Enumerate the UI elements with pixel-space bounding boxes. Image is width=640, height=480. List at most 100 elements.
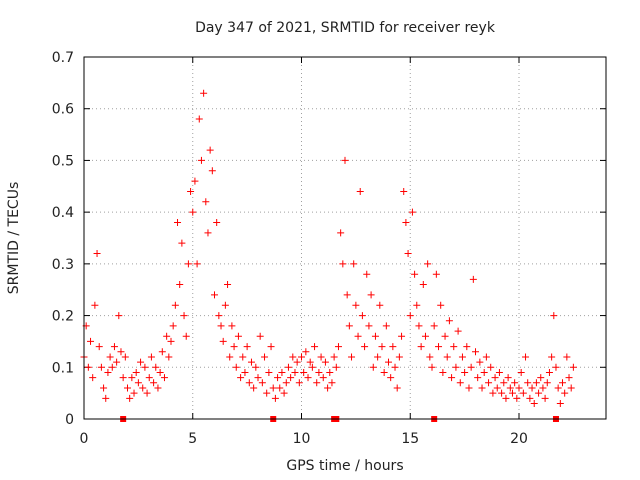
- data-point: [339, 260, 347, 268]
- data-point: [419, 281, 427, 289]
- data-point: [163, 332, 171, 340]
- data-point: [354, 332, 362, 340]
- data-point: [324, 384, 332, 392]
- data-point: [393, 384, 401, 392]
- data-point: [219, 337, 227, 345]
- data-point: [263, 389, 271, 397]
- data-point: [252, 363, 260, 371]
- data-point: [561, 389, 569, 397]
- data-point: [213, 218, 221, 226]
- data-point: [343, 291, 351, 299]
- data-point: [106, 353, 114, 361]
- data-point: [456, 379, 464, 387]
- data-point: [511, 379, 519, 387]
- data-point: [158, 348, 166, 356]
- data-point: [208, 167, 216, 175]
- data-point: [110, 343, 118, 351]
- data-point: [543, 379, 551, 387]
- data-point: [128, 374, 136, 382]
- data-point: [195, 115, 203, 123]
- data-point: [271, 394, 279, 402]
- data-point: [382, 322, 390, 330]
- data-point: [508, 389, 516, 397]
- data-point: [258, 379, 266, 387]
- data-point: [313, 379, 321, 387]
- data-point: [282, 379, 290, 387]
- data-point: [448, 374, 456, 382]
- data-point: [230, 343, 238, 351]
- data-point: [530, 399, 538, 407]
- data-point: [226, 353, 234, 361]
- data-point: [221, 301, 229, 309]
- data-point: [193, 260, 201, 268]
- data-point: [408, 208, 416, 216]
- x-tick-label: 10: [293, 431, 311, 447]
- x-tick-label: 0: [80, 431, 89, 447]
- chart-title: Day 347 of 2021, SRMTID for receiver rey…: [195, 20, 496, 36]
- data-point: [480, 368, 488, 376]
- y-tick-label: 0: [65, 412, 74, 428]
- data-point: [424, 260, 432, 268]
- y-tick-label: 0.4: [52, 205, 74, 221]
- data-point: [371, 332, 379, 340]
- data-point: [254, 374, 262, 382]
- data-point: [352, 301, 360, 309]
- x-tick-label: 15: [401, 431, 419, 447]
- y-tick-label: 0.6: [52, 102, 74, 118]
- data-point: [132, 368, 140, 376]
- data-point: [519, 389, 527, 397]
- data-point: [482, 353, 490, 361]
- data-point: [441, 332, 449, 340]
- data-point: [406, 312, 414, 320]
- y-axis-title: SRMTID / TECUs: [6, 182, 22, 295]
- data-point: [293, 358, 301, 366]
- data-point: [126, 394, 134, 402]
- data-point: [121, 353, 129, 361]
- data-point: [326, 368, 334, 376]
- data-point: [541, 394, 549, 402]
- data-point: [363, 270, 371, 278]
- data-point: [300, 368, 308, 376]
- data-point: [461, 368, 469, 376]
- data-point: [191, 177, 199, 185]
- data-point: [478, 384, 486, 392]
- y-tick-label: 0.7: [52, 50, 74, 66]
- plot-frame: [83, 56, 607, 420]
- data-point: [143, 389, 151, 397]
- data-point: [289, 353, 297, 361]
- data-point: [178, 239, 186, 247]
- data-point: [278, 368, 286, 376]
- data-points: [80, 89, 577, 407]
- axis-ticks: 0 5 10 15 20 0 0.1 0.2 0.3 0.4 0.5 0.6 0.7: [52, 50, 606, 447]
- data-point: [108, 363, 116, 371]
- data-point: [545, 368, 553, 376]
- data-point: [180, 312, 188, 320]
- data-point: [413, 301, 421, 309]
- data-point: [169, 322, 177, 330]
- data-point: [398, 332, 406, 340]
- data-point: [269, 384, 277, 392]
- grid-lines: [84, 57, 606, 419]
- data-point: [548, 353, 556, 361]
- data-point: [565, 374, 573, 382]
- data-point: [465, 384, 473, 392]
- data-point: [211, 291, 218, 299]
- data-point: [374, 353, 382, 361]
- data-point: [156, 368, 164, 376]
- y-tick-label: 0.3: [52, 257, 74, 273]
- data-point: [506, 384, 514, 392]
- data-point: [437, 301, 445, 309]
- data-point: [395, 353, 403, 361]
- data-point: [495, 368, 503, 376]
- data-point: [306, 358, 314, 366]
- data-point: [358, 312, 366, 320]
- data-point: [556, 399, 564, 407]
- data-point: [291, 368, 299, 376]
- data-point: [317, 353, 325, 361]
- data-point: [104, 368, 112, 376]
- data-point: [380, 368, 388, 376]
- data-point: [435, 343, 443, 351]
- data-point: [528, 384, 536, 392]
- data-point: [204, 229, 212, 237]
